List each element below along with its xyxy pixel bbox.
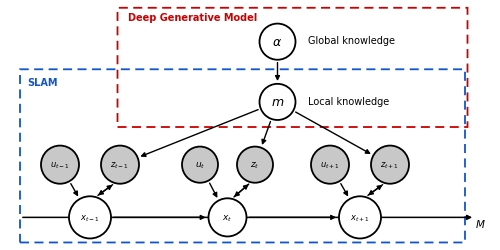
Ellipse shape: [311, 146, 349, 184]
Text: M: M: [476, 219, 484, 229]
Text: Deep Generative Model: Deep Generative Model: [128, 12, 257, 22]
Text: $x_t$: $x_t$: [222, 212, 232, 223]
Ellipse shape: [208, 198, 246, 236]
Text: $m$: $m$: [271, 96, 284, 109]
Ellipse shape: [182, 147, 218, 183]
Text: $z_{t+1}$: $z_{t+1}$: [380, 160, 400, 170]
Ellipse shape: [41, 146, 79, 184]
Text: Global knowledge: Global knowledge: [308, 36, 394, 46]
Text: $z_{t-1}$: $z_{t-1}$: [110, 160, 130, 170]
Ellipse shape: [237, 147, 273, 183]
Text: $u_t$: $u_t$: [195, 160, 205, 170]
Text: $x_{t+1}$: $x_{t+1}$: [350, 212, 370, 223]
Text: $u_{t-1}$: $u_{t-1}$: [50, 160, 70, 170]
Ellipse shape: [260, 84, 296, 120]
Ellipse shape: [101, 146, 139, 184]
Text: SLAM: SLAM: [28, 78, 58, 88]
Text: $\alpha$: $\alpha$: [272, 36, 282, 49]
Ellipse shape: [260, 24, 296, 60]
Text: $z_t$: $z_t$: [250, 160, 260, 170]
Text: $u_{t+1}$: $u_{t+1}$: [320, 160, 340, 170]
Ellipse shape: [69, 196, 111, 238]
Text: Local knowledge: Local knowledge: [308, 96, 389, 106]
Ellipse shape: [339, 196, 381, 238]
Text: $x_{t-1}$: $x_{t-1}$: [80, 212, 100, 223]
Ellipse shape: [371, 146, 409, 184]
